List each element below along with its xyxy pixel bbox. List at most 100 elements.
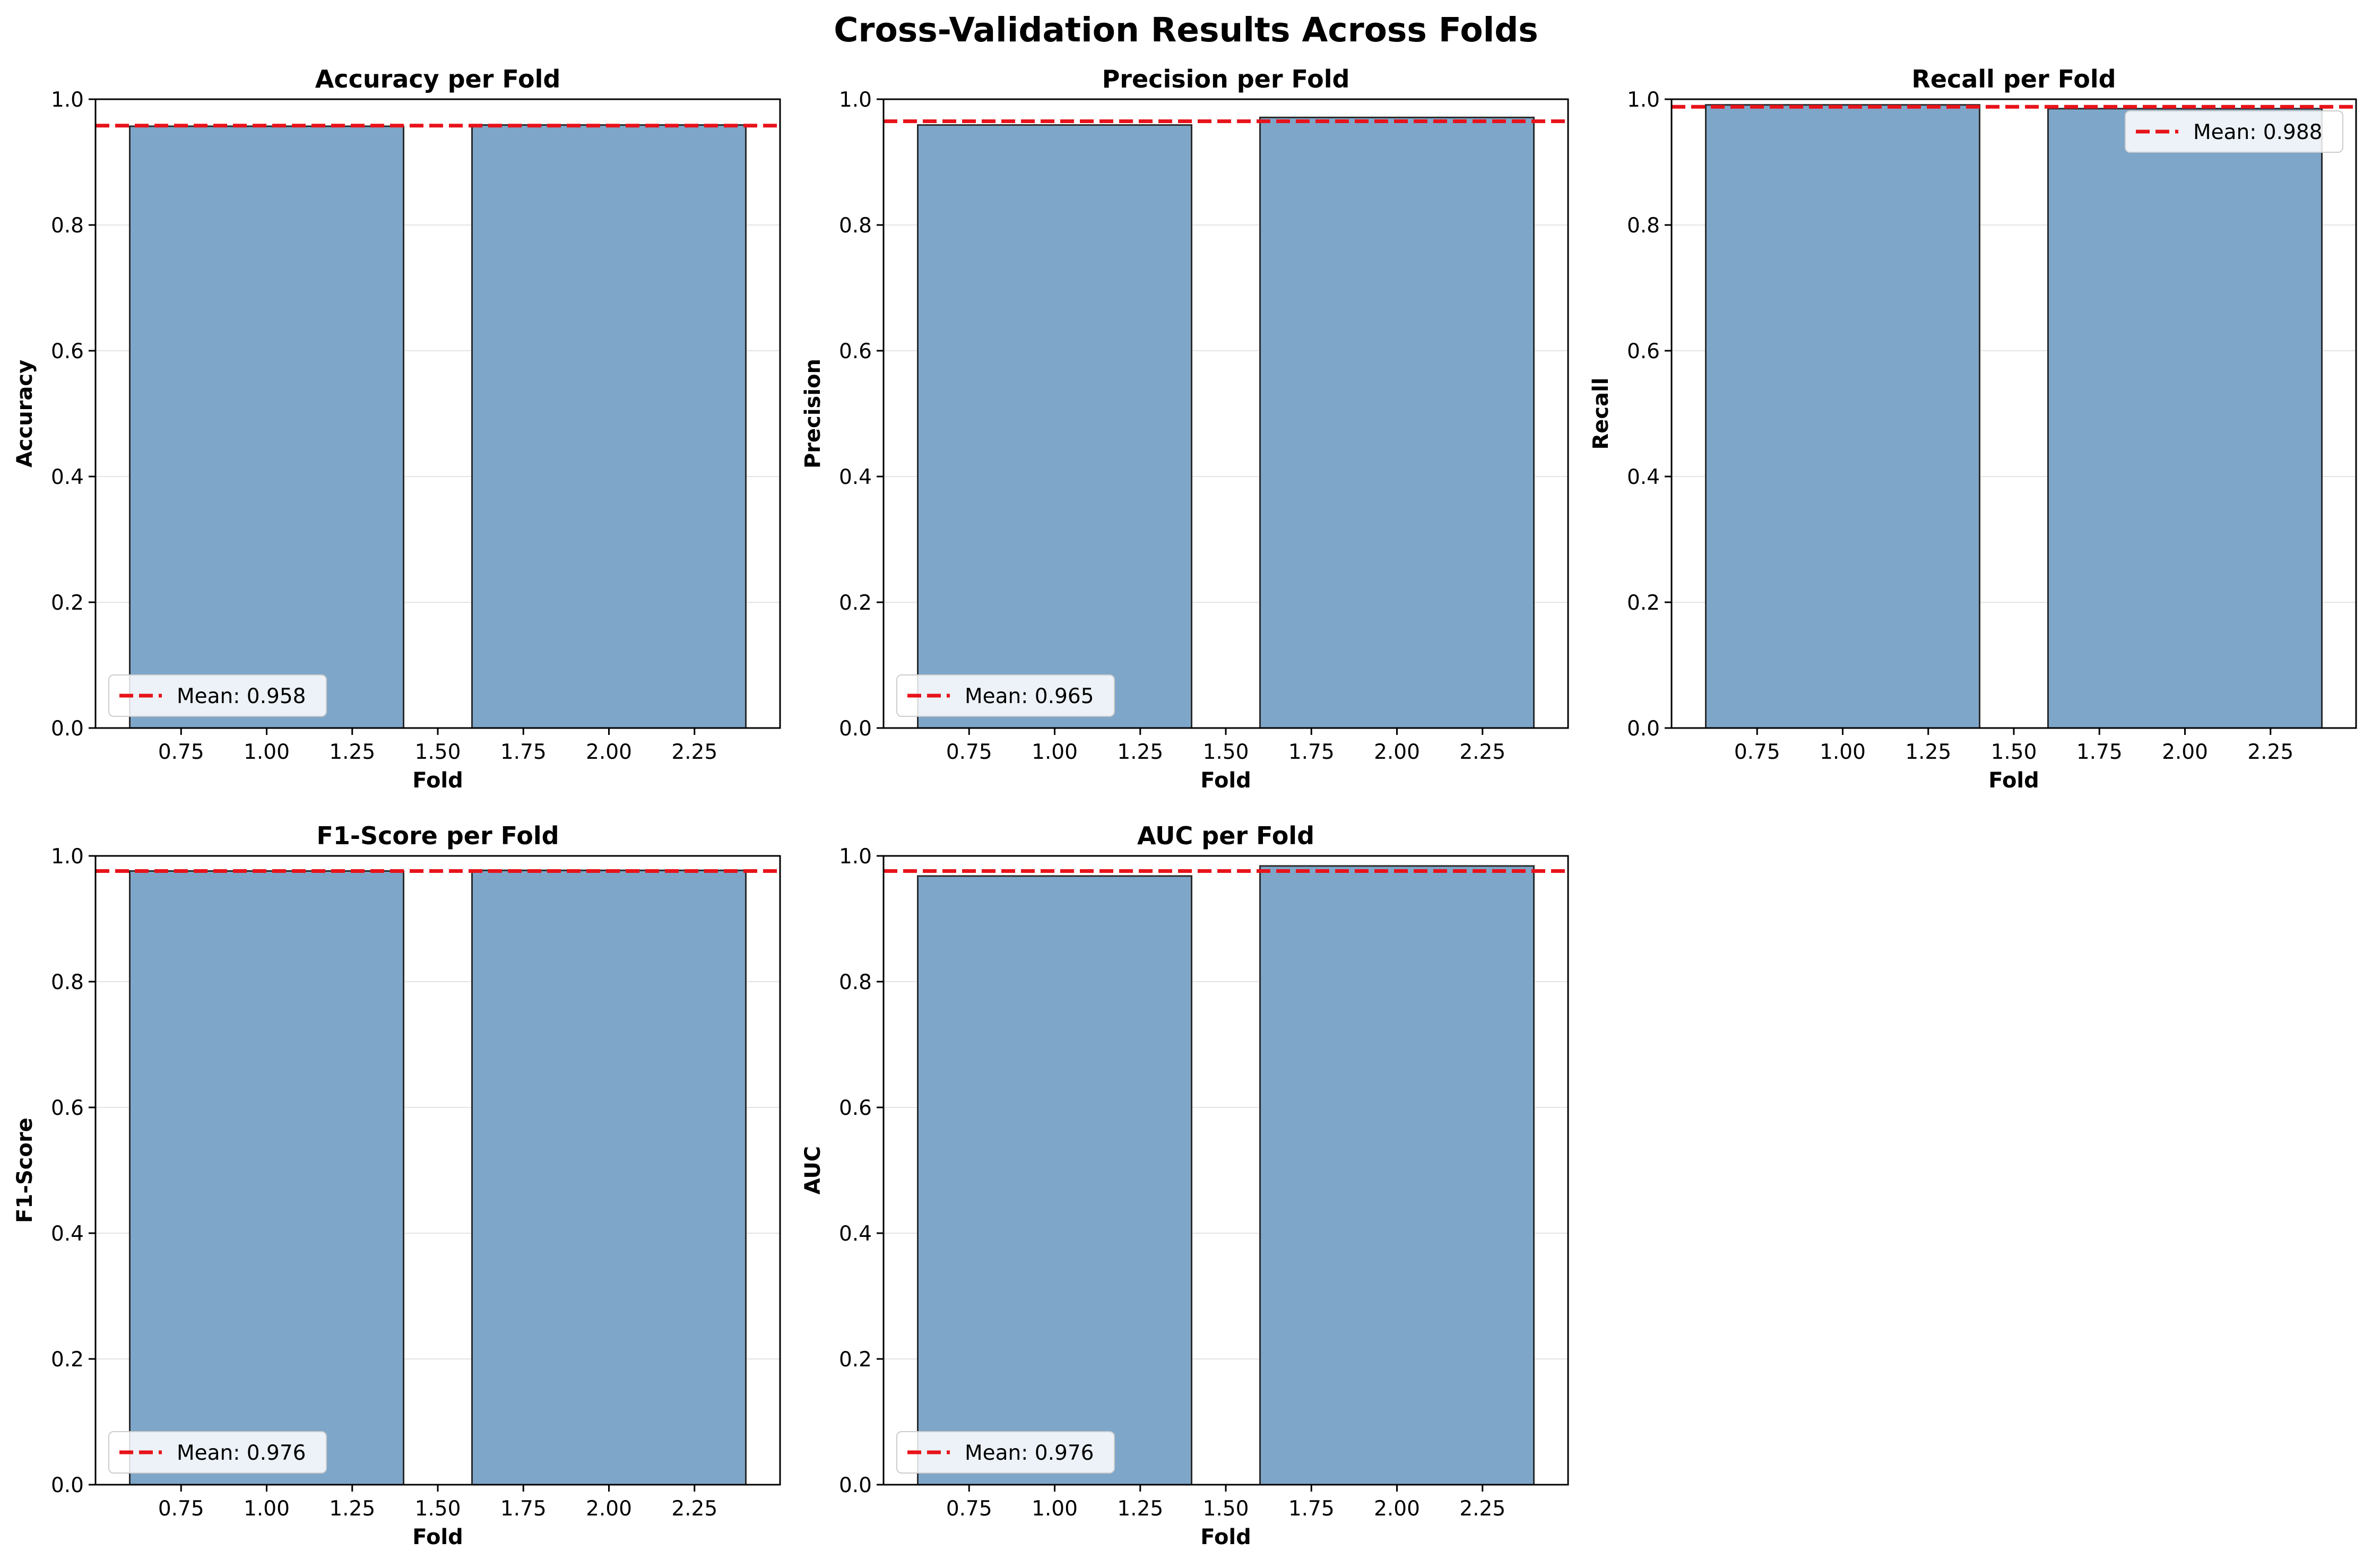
bar-fold-2 [471, 124, 747, 729]
y-tick-label: 0.0 [51, 1474, 84, 1497]
y-axis-label: Precision [801, 359, 825, 469]
y-tick-label: 0.8 [51, 971, 84, 994]
y-tick-label: 0.0 [839, 1474, 872, 1497]
y-tick-label: 0.0 [839, 717, 872, 741]
y-tick-label: 0.4 [839, 465, 872, 489]
x-tick-label: 1.25 [1905, 740, 1951, 764]
legend-box [896, 1431, 1115, 1474]
x-tick-label: 1.50 [1991, 740, 2037, 764]
x-tick-label: 1.75 [1288, 1497, 1335, 1521]
y-tick-label: 0.8 [839, 971, 872, 994]
legend-label: Mean: 0.976 [965, 1441, 1094, 1465]
legend: Mean: 0.976 [108, 1431, 327, 1474]
x-tick-label: 1.75 [500, 740, 547, 764]
y-tick-label: 0.2 [51, 591, 84, 615]
y-tick-label: 0.2 [1627, 591, 1660, 615]
y-tick-label: 0.2 [839, 1348, 872, 1372]
x-tick-label: 1.25 [1117, 740, 1163, 764]
legend-label: Mean: 0.965 [965, 685, 1094, 708]
x-tick-label: 1.25 [329, 740, 375, 764]
x-tick-label: 1.75 [1288, 740, 1335, 764]
y-tick-label: 1.0 [839, 845, 872, 869]
x-tick-label: 1.75 [2076, 740, 2123, 764]
x-tick-label: 0.75 [158, 740, 204, 764]
x-tick-label: 1.00 [1820, 740, 1866, 764]
legend-box [108, 674, 327, 717]
legend-label: Mean: 0.988 [2193, 120, 2322, 144]
y-tick-label: 0.6 [1627, 340, 1660, 363]
x-axis-label: Fold [1200, 1525, 1251, 1549]
y-tick-label: 0.0 [1627, 717, 1660, 741]
y-tick-label: 0.6 [51, 1096, 84, 1120]
x-tick-label: 0.75 [1734, 740, 1780, 764]
y-axis-label: AUC [801, 1146, 825, 1195]
subplot-1: Accuracy per Fold 0.0 0.2 0.4 0.6 0.8 1.0 0.75 1… [13, 65, 781, 793]
bar-fold-1 [917, 875, 1192, 1486]
bar-fold-1 [129, 125, 404, 729]
legend: Mean: 0.976 [896, 1431, 1115, 1474]
y-tick-label: 1.0 [1627, 88, 1660, 112]
y-tick-label: 1.0 [51, 88, 84, 112]
x-tick-label: 2.00 [1374, 1497, 1420, 1521]
x-tick-label: 1.50 [415, 1497, 461, 1521]
x-tick-label: 2.25 [1459, 1497, 1505, 1521]
y-tick-label: 1.0 [839, 88, 872, 112]
y-tick-label: 1.0 [51, 845, 84, 869]
x-tick-label: 2.25 [2247, 740, 2293, 764]
x-axis-label: Fold [1988, 768, 2039, 793]
y-tick-label: 0.8 [839, 214, 872, 238]
x-tick-label: 0.75 [946, 740, 992, 764]
bar-fold-1 [1705, 104, 1980, 729]
y-tick-label: 0.4 [839, 1222, 872, 1246]
x-tick-label: 1.50 [415, 740, 461, 764]
x-tick-label: 1.00 [1032, 1497, 1078, 1521]
legend-box [896, 674, 1115, 717]
x-tick-label: 0.75 [946, 1497, 992, 1521]
subplot-4: F1-Score per Fold 0.0 0.2 0.4 0.6 0.8 1.0 0.75 1… [13, 821, 781, 1549]
subplot-title: AUC per Fold [1137, 821, 1314, 850]
subplot-title: Accuracy per Fold [315, 65, 561, 93]
y-tick-label: 0.6 [839, 340, 872, 363]
figure-title: Cross-Validation Results Across Folds [834, 11, 1538, 49]
x-tick-label: 1.25 [329, 1497, 375, 1521]
x-tick-label: 2.25 [1459, 740, 1505, 764]
x-tick-label: 1.00 [1032, 740, 1078, 764]
y-tick-label: 0.2 [839, 591, 872, 615]
y-tick-label: 0.8 [51, 214, 84, 238]
x-tick-label: 1.25 [1117, 1497, 1163, 1521]
bar-fold-2 [1259, 116, 1535, 729]
x-tick-label: 1.50 [1203, 740, 1249, 764]
subplot-5: AUC per Fold 0.0 0.2 0.4 0.6 0.8 1.0 0.75 1.00 1.… [801, 821, 1569, 1549]
legend: Mean: 0.958 [108, 674, 327, 717]
y-tick-label: 0.8 [1627, 214, 1660, 238]
y-axis-label: F1-Score [13, 1117, 37, 1223]
bar-fold-2 [471, 869, 747, 1486]
y-axis-label: Accuracy [13, 360, 37, 467]
y-tick-label: 0.0 [51, 717, 84, 741]
bar-fold-2 [1259, 865, 1535, 1486]
legend: Mean: 0.965 [896, 674, 1115, 717]
x-tick-label: 1.00 [244, 740, 290, 764]
bar-fold-1 [129, 870, 404, 1486]
x-tick-label: 2.00 [1374, 740, 1420, 764]
x-tick-label: 0.75 [158, 1497, 204, 1521]
x-tick-label: 2.00 [2162, 740, 2208, 764]
y-tick-label: 0.2 [51, 1348, 84, 1372]
x-tick-label: 1.50 [1203, 1497, 1249, 1521]
x-tick-label: 2.00 [586, 740, 632, 764]
bar-fold-1 [917, 124, 1192, 729]
x-axis-label: Fold [1200, 768, 1251, 793]
x-tick-label: 2.25 [671, 1497, 717, 1521]
legend-label: Mean: 0.958 [177, 685, 306, 708]
subplot-title: Precision per Fold [1102, 65, 1350, 93]
legend-box [2125, 110, 2343, 153]
x-tick-label: 1.75 [500, 1497, 547, 1521]
y-tick-label: 0.4 [51, 1222, 84, 1246]
subplot-3: Recall per Fold 0.0 0.2 0.4 0.6 0.8 1.0 0.75 1.0… [1589, 65, 2357, 793]
y-tick-label: 0.4 [51, 465, 84, 489]
subplot-title: F1-Score per Fold [316, 821, 559, 850]
subplot-grid: Accuracy per Fold 0.0 0.2 0.4 0.6 0.8 1.0 0.75 1… [13, 65, 2357, 1549]
y-tick-label: 0.6 [51, 340, 84, 363]
x-axis-label: Fold [412, 1525, 463, 1549]
